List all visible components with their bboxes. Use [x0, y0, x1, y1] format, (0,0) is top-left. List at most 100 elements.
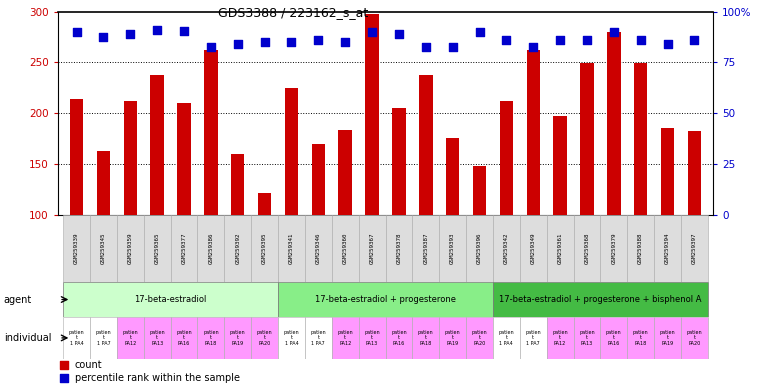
- Point: [366, 29, 379, 35]
- Point: [205, 44, 217, 50]
- Bar: [338, 129, 352, 215]
- Point: [97, 34, 109, 40]
- Text: GSM259345: GSM259345: [101, 233, 106, 265]
- Bar: [654, 215, 681, 282]
- Bar: [473, 166, 487, 215]
- Bar: [204, 50, 217, 215]
- Bar: [412, 317, 439, 359]
- Text: GDS3388 / 223162_s_at: GDS3388 / 223162_s_at: [218, 6, 368, 19]
- Text: patien
t
PA18: patien t PA18: [418, 329, 433, 346]
- Point: [339, 39, 352, 45]
- Text: GSM259393: GSM259393: [450, 233, 455, 265]
- Text: GSM259359: GSM259359: [128, 233, 133, 265]
- Bar: [661, 127, 674, 215]
- Text: patien
t
PA18: patien t PA18: [203, 329, 219, 346]
- Bar: [493, 317, 520, 359]
- Point: [124, 31, 136, 37]
- Text: patien
t
1 PA4: patien t 1 PA4: [499, 329, 514, 346]
- Bar: [688, 131, 701, 215]
- Text: GSM259378: GSM259378: [396, 233, 402, 265]
- Point: [554, 37, 566, 43]
- Bar: [493, 215, 520, 282]
- Bar: [466, 317, 493, 359]
- Text: patien
t
PA20: patien t PA20: [686, 329, 702, 346]
- Text: GSM259361: GSM259361: [557, 233, 563, 265]
- Bar: [386, 215, 412, 282]
- Text: GSM259365: GSM259365: [155, 233, 160, 265]
- Bar: [607, 32, 621, 215]
- Bar: [466, 215, 493, 282]
- Bar: [574, 317, 601, 359]
- Point: [662, 41, 674, 47]
- Bar: [439, 215, 466, 282]
- Point: [500, 37, 513, 43]
- Bar: [63, 317, 90, 359]
- Text: GSM259397: GSM259397: [692, 233, 697, 265]
- Point: [635, 37, 647, 43]
- Point: [527, 44, 540, 50]
- Bar: [63, 215, 90, 282]
- Text: GSM259394: GSM259394: [665, 233, 670, 265]
- Bar: [419, 74, 433, 215]
- Text: GSM259395: GSM259395: [262, 233, 267, 265]
- Text: patien
t
PA12: patien t PA12: [338, 329, 353, 346]
- Text: patien
t
PA12: patien t PA12: [123, 329, 138, 346]
- Point: [392, 31, 405, 37]
- Bar: [90, 317, 117, 359]
- Bar: [654, 317, 681, 359]
- Point: [446, 44, 459, 50]
- Bar: [278, 282, 493, 317]
- Text: patien
t
1 PA7: patien t 1 PA7: [525, 329, 541, 346]
- Point: [312, 37, 325, 43]
- Bar: [527, 50, 540, 215]
- Bar: [90, 215, 117, 282]
- Text: patien
t
PA19: patien t PA19: [660, 329, 675, 346]
- Bar: [70, 99, 83, 215]
- Bar: [63, 282, 278, 317]
- Bar: [224, 317, 251, 359]
- Text: patien
t
PA20: patien t PA20: [257, 329, 272, 346]
- Text: GSM259360: GSM259360: [343, 233, 348, 265]
- Bar: [332, 317, 359, 359]
- Bar: [520, 317, 547, 359]
- Text: patien
t
PA12: patien t PA12: [552, 329, 568, 346]
- Bar: [170, 317, 197, 359]
- Point: [473, 29, 486, 35]
- Point: [608, 29, 620, 35]
- Text: GSM259367: GSM259367: [369, 233, 375, 265]
- Point: [581, 37, 593, 43]
- Text: patien
t
1 PA7: patien t 1 PA7: [311, 329, 326, 346]
- Text: GSM259392: GSM259392: [235, 233, 241, 265]
- Bar: [278, 317, 305, 359]
- Point: [689, 37, 701, 43]
- Bar: [278, 215, 305, 282]
- Text: percentile rank within the sample: percentile rank within the sample: [75, 373, 240, 383]
- Text: 17-beta-estradiol + progesterone + bisphenol A: 17-beta-estradiol + progesterone + bisph…: [499, 295, 702, 304]
- Text: GSM259379: GSM259379: [611, 233, 616, 265]
- Bar: [251, 215, 278, 282]
- Bar: [601, 317, 628, 359]
- Bar: [446, 138, 460, 215]
- Text: patien
t
PA16: patien t PA16: [391, 329, 407, 346]
- Text: GSM259339: GSM259339: [74, 233, 79, 265]
- Bar: [547, 215, 574, 282]
- Text: count: count: [75, 360, 103, 370]
- Text: patien
t
PA16: patien t PA16: [606, 329, 621, 346]
- Bar: [500, 101, 513, 215]
- Text: GSM259396: GSM259396: [477, 233, 482, 265]
- Bar: [386, 317, 412, 359]
- Text: patien
t
PA13: patien t PA13: [579, 329, 594, 346]
- Bar: [311, 144, 325, 215]
- Text: patien
t
PA20: patien t PA20: [472, 329, 487, 346]
- Bar: [97, 151, 110, 215]
- Bar: [123, 101, 137, 215]
- Bar: [547, 317, 574, 359]
- Bar: [117, 215, 143, 282]
- Text: individual: individual: [4, 333, 52, 343]
- Text: GSM259388: GSM259388: [638, 233, 643, 265]
- Text: GSM259368: GSM259368: [584, 233, 590, 265]
- Text: patien
t
PA19: patien t PA19: [230, 329, 246, 346]
- Bar: [628, 215, 654, 282]
- Text: patien
t
PA18: patien t PA18: [633, 329, 648, 346]
- Text: GSM259386: GSM259386: [208, 233, 214, 265]
